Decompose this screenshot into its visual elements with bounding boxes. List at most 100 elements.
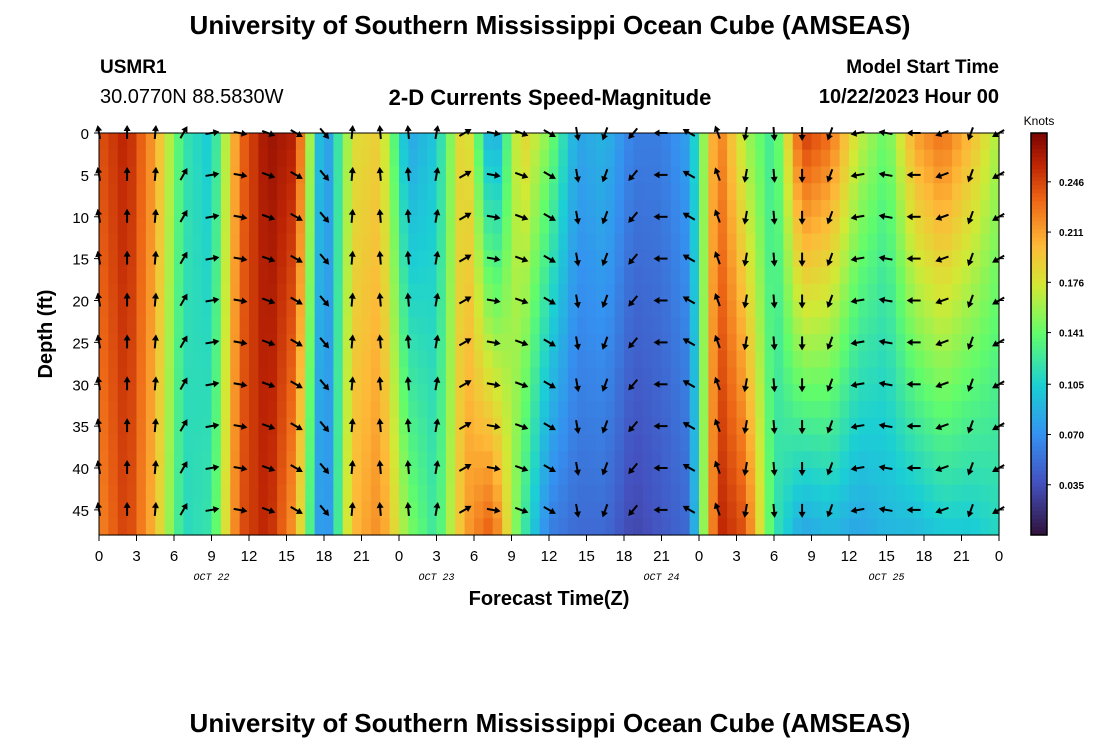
heatmap-cell xyxy=(717,434,728,452)
heatmap-cell xyxy=(689,250,700,268)
heatmap-cell xyxy=(652,434,663,452)
heatmap-cell xyxy=(577,166,588,184)
heatmap-cell xyxy=(305,300,316,318)
heatmap-cell xyxy=(595,149,606,168)
heatmap-cell xyxy=(820,300,831,318)
heatmap-cell xyxy=(605,250,616,268)
heatmap-cell xyxy=(305,434,316,452)
heatmap-cell xyxy=(127,434,138,452)
heatmap-cell xyxy=(914,183,925,201)
heatmap-cell xyxy=(464,434,475,452)
heatmap-cell xyxy=(202,350,213,369)
heatmap-cell xyxy=(886,183,897,201)
heatmap-cell xyxy=(886,434,897,452)
heatmap-cell xyxy=(914,484,925,503)
heatmap-cell xyxy=(380,267,391,285)
heatmap-cell xyxy=(324,384,334,402)
heatmap-cell xyxy=(614,166,625,184)
heatmap-cell xyxy=(136,233,147,251)
heatmap-cell xyxy=(605,283,616,302)
current-arrow xyxy=(376,334,384,349)
heatmap-cell xyxy=(511,149,522,168)
heatmap-cell xyxy=(342,417,353,436)
heatmap-cell xyxy=(577,468,588,486)
heatmap-cell xyxy=(117,518,128,536)
heatmap-cell xyxy=(708,367,719,385)
heatmap-cell xyxy=(755,300,766,318)
colorbar-segment xyxy=(1031,518,1047,524)
heatmap-cell xyxy=(708,200,719,218)
heatmap-cell xyxy=(192,334,203,352)
colorbar-segment xyxy=(1031,458,1047,464)
heatmap-cell xyxy=(464,350,475,369)
heatmap-cell xyxy=(792,518,803,536)
heatmap-cell xyxy=(277,267,288,285)
heatmap-cell xyxy=(314,468,325,486)
heatmap-cell xyxy=(145,267,156,285)
heatmap-cell xyxy=(492,350,503,369)
heatmap-cell xyxy=(689,149,700,168)
heatmap-cell xyxy=(802,434,813,452)
heatmap-cell xyxy=(436,317,447,335)
heatmap-cell xyxy=(792,501,803,519)
current-arrow xyxy=(514,465,529,472)
heatmap-cell xyxy=(427,149,438,168)
heatmap-cell xyxy=(783,434,794,452)
heatmap-cell xyxy=(427,401,438,419)
heatmap-cell xyxy=(867,267,878,285)
colorbar-segment xyxy=(1031,394,1047,399)
x-tick-label: 6 xyxy=(170,548,178,565)
heatmap-cell xyxy=(670,384,681,402)
heatmap-cell xyxy=(605,434,616,452)
current-arrow xyxy=(151,166,159,181)
heatmap-cell xyxy=(455,233,466,251)
heatmap-cell xyxy=(774,468,784,486)
heatmap-cell xyxy=(230,401,241,419)
current-arrow xyxy=(826,503,834,518)
heatmap-cell xyxy=(811,484,822,503)
heatmap-cell xyxy=(980,468,991,486)
heatmap-cell xyxy=(595,300,606,318)
heatmap-cell xyxy=(961,166,972,184)
heatmap-cell xyxy=(295,250,306,268)
heatmap-cell xyxy=(633,417,644,436)
heatmap-cell xyxy=(802,518,813,536)
heatmap-cell xyxy=(614,350,625,369)
heatmap-cell xyxy=(858,401,869,419)
heatmap-cell xyxy=(961,300,972,318)
heatmap-cell xyxy=(914,317,925,335)
heatmap-cell xyxy=(436,350,447,369)
heatmap-cell xyxy=(914,300,925,318)
heatmap-cell xyxy=(952,434,963,452)
heatmap-cell xyxy=(680,283,691,302)
heatmap-cell xyxy=(417,417,428,436)
heatmap-cell xyxy=(342,334,353,352)
colorbar-segment xyxy=(1031,173,1047,178)
heatmap-cell xyxy=(689,350,700,369)
heatmap-cell xyxy=(652,401,663,419)
heatmap-cell xyxy=(586,267,597,285)
heatmap-cell xyxy=(877,434,888,452)
heatmap-cell xyxy=(155,250,166,268)
heatmap-cell xyxy=(642,434,653,452)
heatmap-cell xyxy=(399,317,409,335)
heatmap-cell xyxy=(427,133,438,151)
heatmap-cell xyxy=(389,367,400,385)
heatmap-cell xyxy=(211,216,222,235)
heatmap-cell xyxy=(192,434,203,452)
heatmap-cell xyxy=(183,468,194,486)
heatmap-cell xyxy=(830,367,841,385)
heatmap-cell xyxy=(511,384,522,402)
heatmap-cell xyxy=(249,267,259,285)
heatmap-cell xyxy=(483,300,494,318)
current-arrow xyxy=(682,338,696,347)
heatmap-cell xyxy=(774,384,784,402)
heatmap-cell xyxy=(305,200,316,218)
heatmap-cell xyxy=(877,484,888,503)
heatmap-cell xyxy=(230,451,241,469)
colorbar-segment xyxy=(1031,257,1047,263)
heatmap-cell xyxy=(933,216,944,235)
heatmap-cell xyxy=(520,367,531,385)
heatmap-cell xyxy=(239,183,250,201)
heatmap-cell xyxy=(792,300,803,318)
